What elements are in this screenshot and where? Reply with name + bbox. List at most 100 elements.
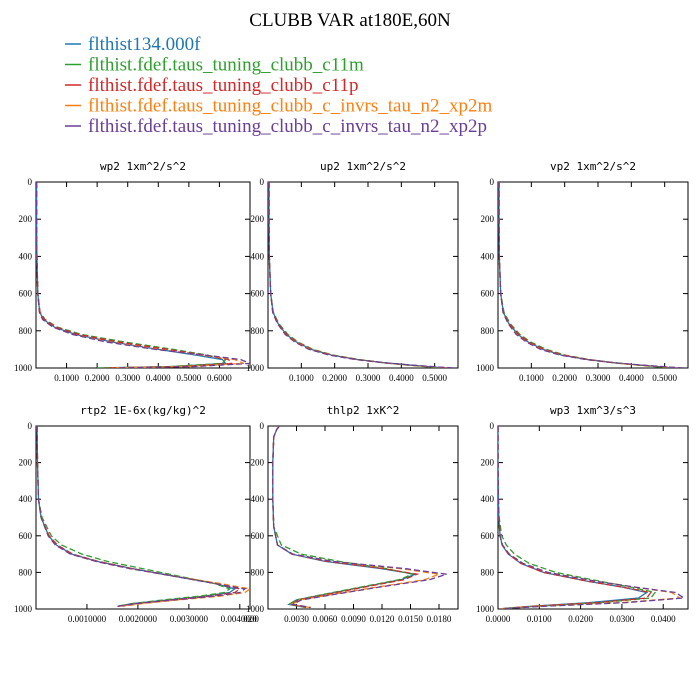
y-tick-label: 400: [19, 494, 33, 504]
x-tick-label: 020: [243, 614, 257, 624]
y-tick-label: 200: [19, 214, 33, 224]
y-tick-label: 200: [251, 458, 265, 468]
series-group: [498, 426, 686, 609]
y-tick-label: 800: [19, 567, 33, 577]
panel-4: rtp2 1E-6x(kg/kg)^2020040060080010000.00…: [14, 404, 259, 624]
panel-2: up2 1xm^2/s^2 0 200 400 600 800 1000 0.1000 0.20…: [246, 160, 459, 383]
y-tick-label: 800: [19, 326, 33, 336]
x-tick-label: 0.0090: [341, 614, 366, 624]
x-tick-label: 0.0100: [527, 614, 552, 624]
y-tick-label: 0: [28, 177, 33, 187]
figure-legend: flthist134.000fflthist.fdef.taus_tuning_…: [65, 34, 492, 137]
panel-6: wp3 1xm^3/s^3 0 200 400 600 800 10000.0000 0.01…: [476, 404, 689, 624]
series-line-5: [498, 182, 685, 368]
series-group: [36, 182, 250, 368]
panel-title: thlp2 1xK^2: [327, 404, 400, 417]
y-tick-label: 400: [251, 494, 265, 504]
series-group: [36, 426, 250, 607]
y-tick-label: 400: [481, 251, 495, 261]
x-tick-label: 0.5000: [176, 373, 201, 383]
x-tick-label: 0.3000: [586, 373, 611, 383]
x-tick-label: 0.1000: [289, 373, 314, 383]
x-tick-label: 0.0040000: [221, 614, 260, 624]
plot-frame: [497, 425, 689, 610]
x-tick-label: 0.3000: [115, 373, 140, 383]
legend-item: flthist.fdef.taus_tuning_clubb_c11p: [65, 75, 359, 96]
y-tick-label: 600: [19, 289, 33, 299]
y-tick-label: 0: [260, 421, 265, 431]
series-line-5: [268, 182, 455, 368]
legend-item: flthist.fdef.taus_tuning_clubb_c_invrs_t…: [65, 96, 492, 117]
y-tick-label: 400: [481, 494, 495, 504]
x-tick-label: 0.0120: [370, 614, 395, 624]
x-tick-label: 0.0150: [398, 614, 423, 624]
x-tick-label: 0.1000: [519, 373, 544, 383]
series-line-5: [498, 426, 686, 609]
y-tick-label: 1000: [476, 363, 495, 373]
y-tick-label: 1000: [14, 363, 33, 373]
series-line-5: [36, 426, 247, 607]
x-tick-label: 0.3000: [356, 373, 381, 383]
panel-3: vp2 1xm^2/s^2 0 200 400 600 800 1000 0.1000 0.20…: [476, 160, 689, 383]
legend-item: flthist.fdef.taus_tuning_clubb_c11m: [65, 55, 364, 76]
legend-label: flthist.fdef.taus_tuning_clubb_c11m: [88, 55, 364, 76]
y-tick-label: 600: [251, 289, 265, 299]
series-line-2: [36, 426, 231, 607]
y-tick-label: 600: [481, 289, 495, 299]
x-tick-label: 0.0060: [313, 614, 338, 624]
y-tick-label: 600: [481, 531, 495, 541]
plot-frame: [267, 181, 459, 369]
x-tick-label: 0.0030000: [170, 614, 209, 624]
x-tick-label: 0.2000: [85, 373, 110, 383]
x-tick-label: 0.2000: [552, 373, 577, 383]
y-tick-label: 800: [251, 326, 265, 336]
y-tick-label: 1000: [246, 363, 265, 373]
plot-frame: [35, 425, 251, 610]
y-tick-label: 200: [481, 214, 495, 224]
panel-title: vp2 1xm^2/s^2: [550, 160, 636, 173]
x-tick-label: 0.5000: [422, 373, 447, 383]
y-tick-label: 0: [490, 177, 495, 187]
x-tick-label: 0.4000: [146, 373, 171, 383]
panel-title: up2 1xm^2/s^2: [320, 160, 406, 173]
y-tick-label: 0: [28, 421, 33, 431]
x-tick-label: 0.0000: [486, 614, 511, 624]
x-tick-label: 0.2000: [322, 373, 347, 383]
y-tick-label: 200: [19, 458, 33, 468]
plot-frame: [267, 425, 459, 610]
y-tick-label: 1000: [476, 604, 495, 614]
legend-label: flthist134.000f: [88, 34, 201, 55]
series-group: [272, 426, 447, 609]
y-tick-label: 400: [19, 251, 33, 261]
x-tick-label: 0.0010000: [68, 614, 107, 624]
y-tick-label: 0: [490, 421, 495, 431]
legend-label: flthist.fdef.taus_tuning_clubb_c_invrs_t…: [88, 96, 492, 117]
series-group: [268, 182, 455, 368]
x-tick-label: 0.0020000: [119, 614, 158, 624]
x-tick-label: 0.0200: [568, 614, 593, 624]
x-tick-label: 0.4000: [619, 373, 644, 383]
legend-item: flthist.fdef.taus_tuning_clubb_c_invrs_t…: [65, 116, 487, 137]
y-tick-label: 200: [251, 214, 265, 224]
x-tick-label: 0.1000: [54, 373, 79, 383]
y-tick-label: 600: [251, 531, 265, 541]
x-tick-label: 0.0300: [610, 614, 635, 624]
y-tick-label: 0: [260, 177, 265, 187]
series-line-5: [272, 426, 447, 609]
x-tick-label: 0.6000: [207, 373, 232, 383]
y-tick-label: 200: [481, 458, 495, 468]
legend-label: flthist.fdef.taus_tuning_clubb_c_invrs_t…: [88, 116, 487, 137]
panel-title: wp3 1xm^3/s^3: [550, 404, 636, 417]
legend-label: flthist.fdef.taus_tuning_clubb_c11p: [88, 75, 359, 96]
y-tick-label: 600: [19, 531, 33, 541]
series-line-5: [36, 182, 250, 368]
y-tick-label: 800: [481, 567, 495, 577]
y-tick-label: 800: [481, 326, 495, 336]
legend-item: flthist134.000f: [65, 34, 201, 55]
x-tick-label: 0.5000: [652, 373, 677, 383]
y-tick-label: 1000: [14, 604, 33, 614]
figure-title: CLUBB VAR at180E,60N: [249, 10, 451, 31]
y-tick-label: 800: [251, 567, 265, 577]
